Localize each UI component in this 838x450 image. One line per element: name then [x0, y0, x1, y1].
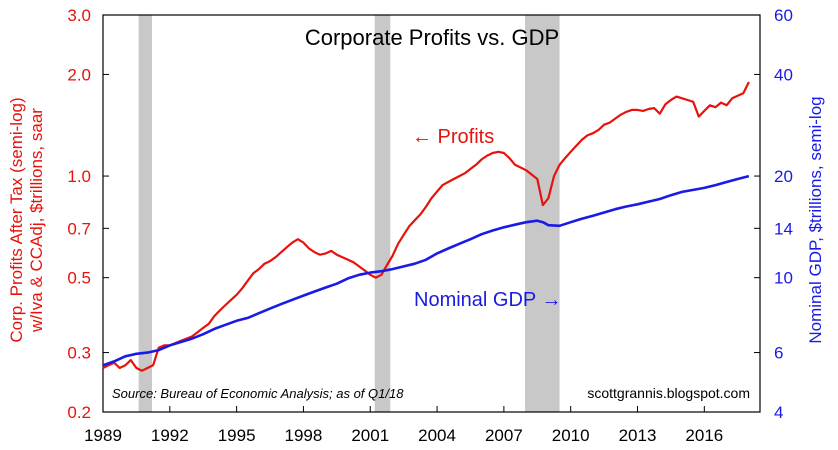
x-tick-label-2016: 2016 [685, 426, 723, 445]
y-axis-left-label: Corp. Profits After Tax (semi-log) w/Iva… [2, 30, 52, 410]
y-left-tick-label-0.5: 0.5 [67, 269, 91, 288]
x-tick-label-2010: 2010 [552, 426, 590, 445]
y-right-tick-label-10: 10 [774, 269, 793, 288]
recession-bands [138, 15, 560, 412]
credit-note: scottgrannis.blogspot.com [587, 385, 750, 401]
annotation-profits: ← Profits [412, 126, 494, 148]
recession-band-0 [138, 15, 152, 412]
y-left-tick-label-1.0: 1.0 [67, 167, 91, 186]
x-tick-label-1989: 1989 [84, 426, 122, 445]
series-line-gdp [102, 174, 750, 367]
x-axis: 1989 1992 1995 1998 2001 2004 2007 2010 2013 2016 [84, 406, 723, 445]
y-axis-right-label: Nominal GDP, $trillions, semi-log [796, 30, 836, 410]
x-tick-label-1995: 1995 [218, 426, 256, 445]
y-right-tick-label-60: 60 [774, 6, 793, 25]
annotation-gdp: Nominal GDP → [414, 289, 561, 311]
x-tick-label-2013: 2013 [619, 426, 657, 445]
y-right-tick-label-14: 14 [774, 219, 793, 238]
y-right-tick-label-6: 6 [774, 344, 783, 363]
y-right-tick-label-20: 20 [774, 167, 793, 186]
y-left-tick-label-2.0: 2.0 [67, 65, 91, 84]
recession-band-1 [374, 15, 391, 412]
y-left-tick-label-3.0: 3.0 [67, 6, 91, 25]
y-left-tick-label-0.2: 0.2 [67, 403, 91, 422]
series-lines [102, 81, 750, 372]
y-axis-left-label-line2: w/Iva & CCAdj, $trillions, saar [27, 108, 46, 332]
y-right-tick-label-40: 40 [774, 65, 793, 84]
y-axis-right-label-text: Nominal GDP, $trillions, semi-log [806, 96, 825, 344]
chart-title: Corporate Profits vs. GDP [305, 25, 559, 50]
plot-frame [102, 14, 761, 413]
x-tick-label-2004: 2004 [418, 426, 456, 445]
y-axis-left-label-line1: Corp. Profits After Tax (semi-log) [7, 97, 26, 343]
recession-band-2 [525, 15, 560, 412]
y-left-tick-label-0.7: 0.7 [67, 219, 91, 238]
y-left-tick-label-0.3: 0.3 [67, 344, 91, 363]
source-note: Source: Bureau of Economic Analysis; as … [112, 386, 404, 401]
y-axis-left: 0.2 0.3 0.5 0.7 1.0 2.0 3.0 [67, 6, 109, 422]
x-tick-label-1998: 1998 [285, 426, 323, 445]
series-line-profits [102, 81, 750, 372]
y-axis-right: 4 6 10 14 20 40 60 [754, 6, 793, 422]
x-tick-label-2007: 2007 [485, 426, 523, 445]
x-tick-label-2001: 2001 [351, 426, 389, 445]
x-tick-label-1992: 1992 [151, 426, 189, 445]
y-right-tick-label-4: 4 [774, 403, 783, 422]
